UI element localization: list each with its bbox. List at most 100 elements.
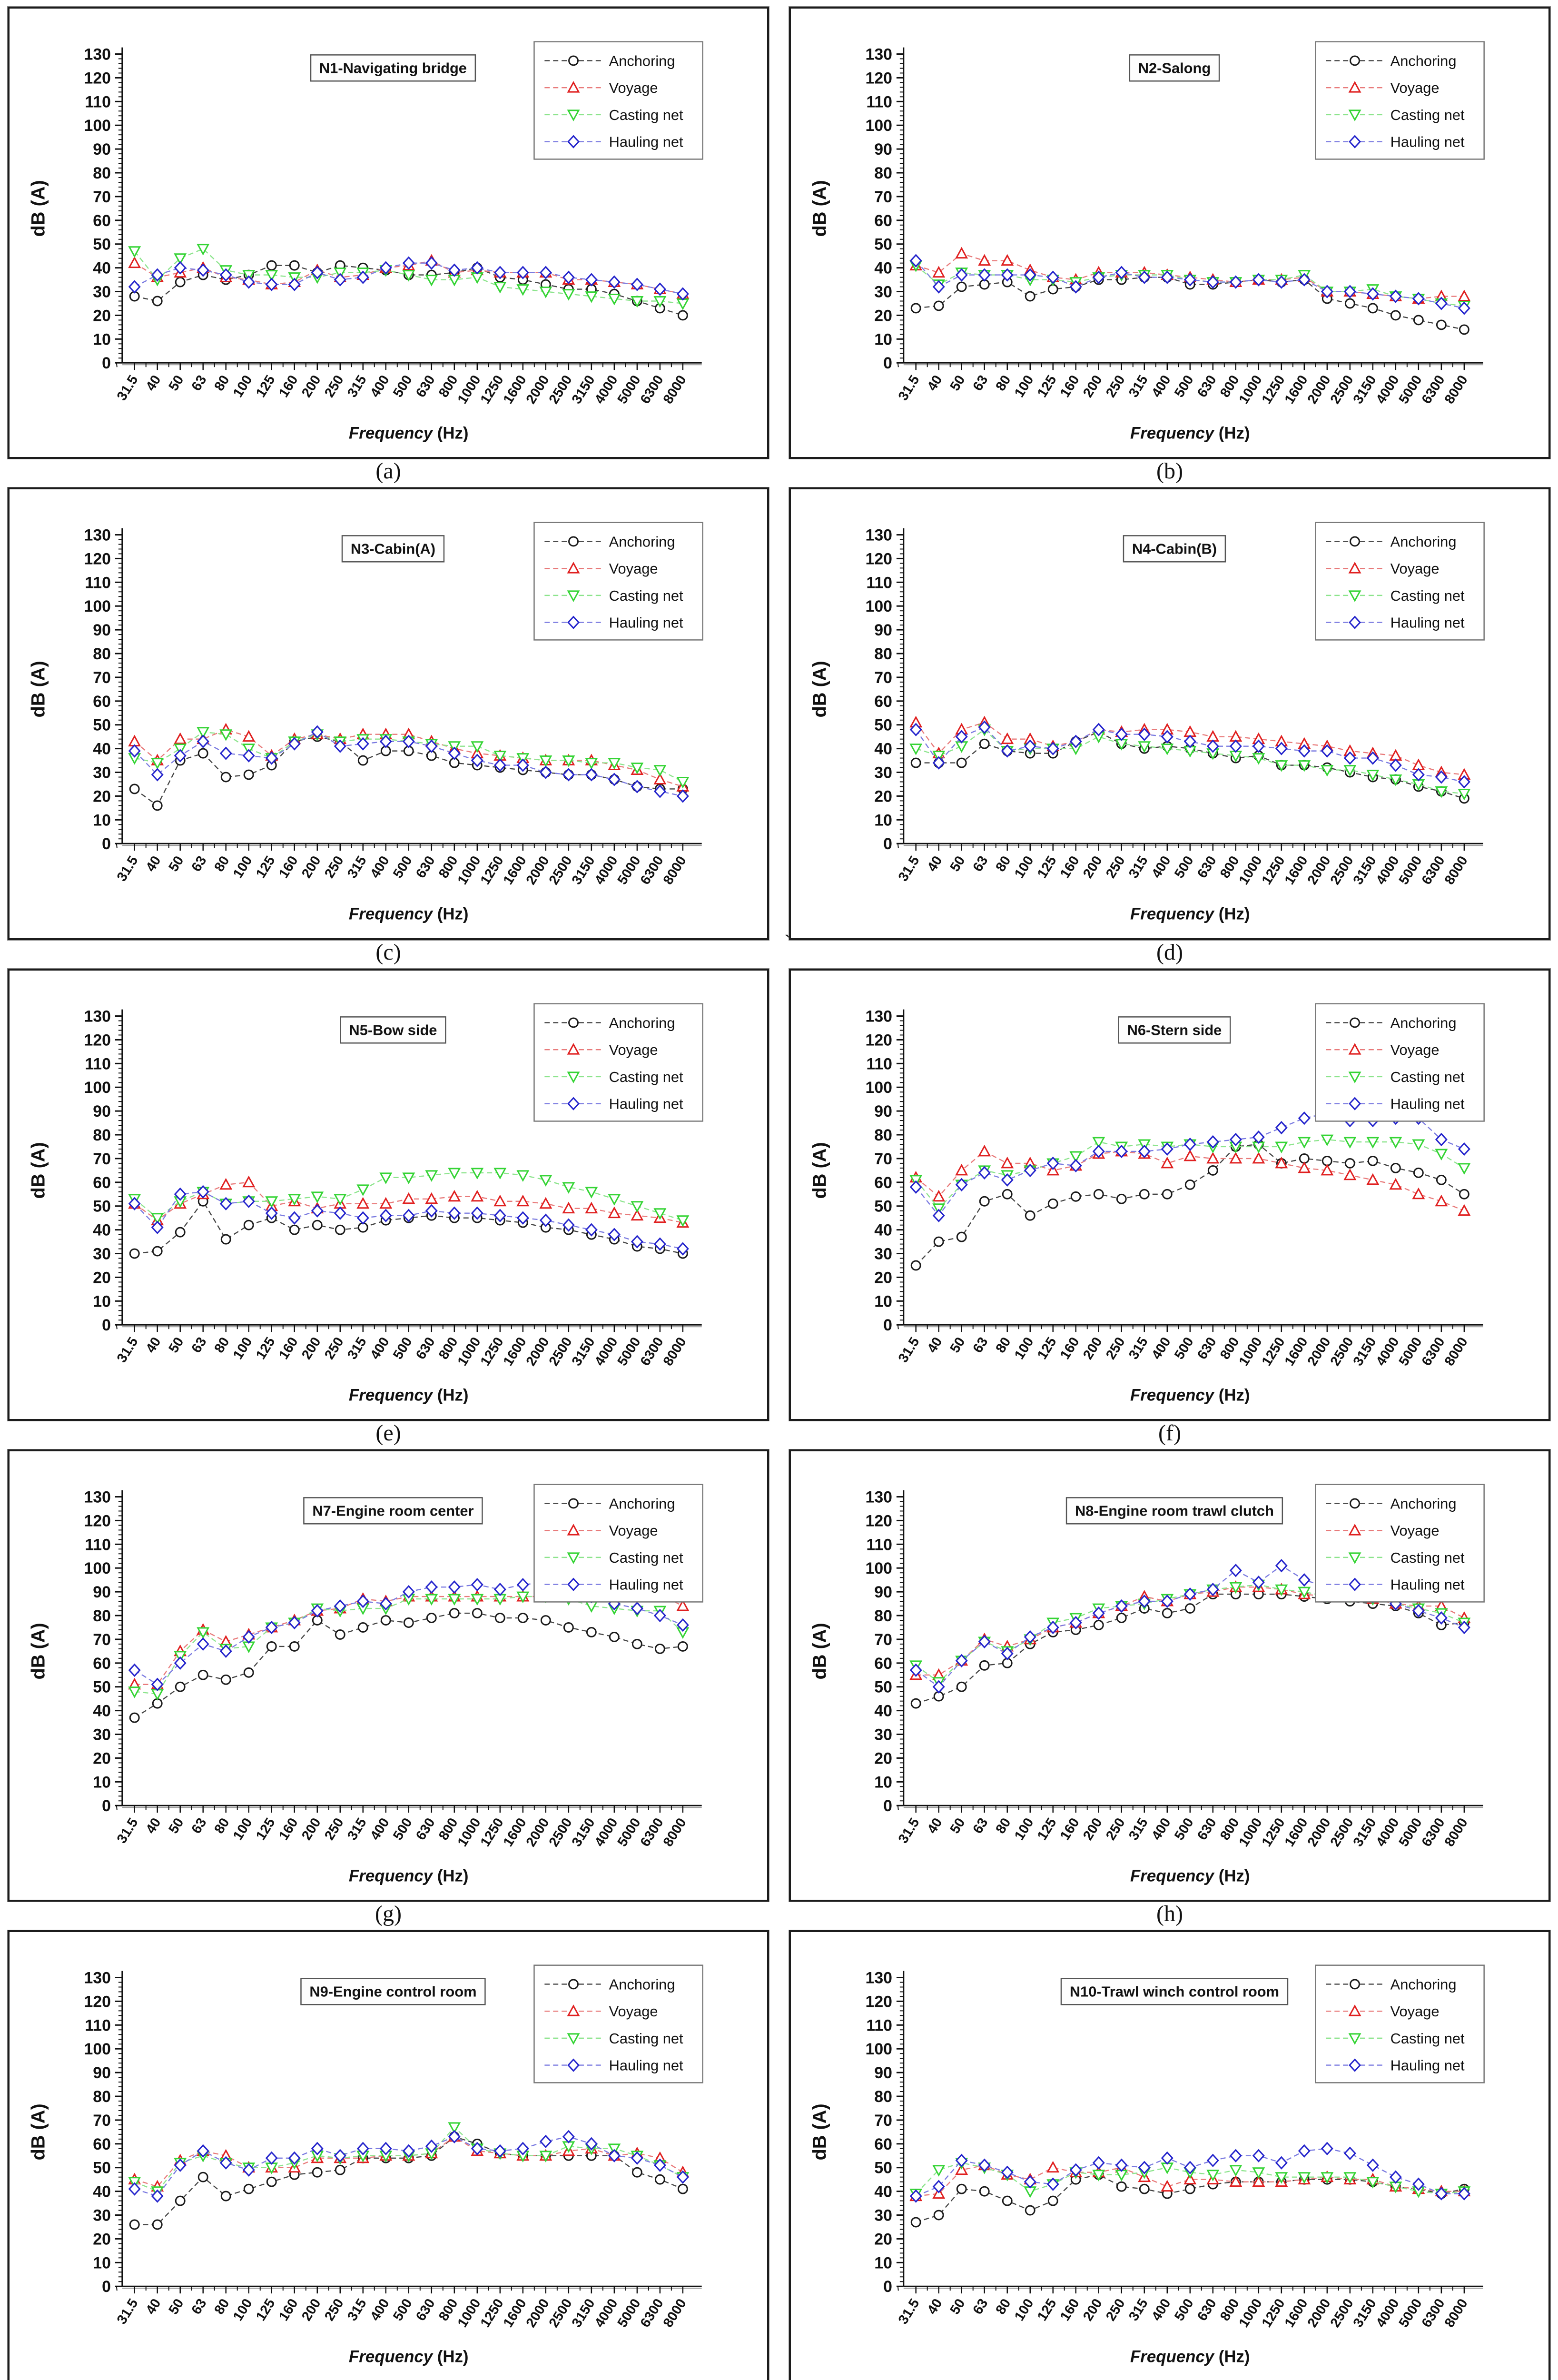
legend-label: Casting net bbox=[1390, 107, 1465, 123]
x-tick-label: 8000 bbox=[661, 853, 690, 887]
triangle-up-icon bbox=[567, 1042, 580, 1055]
diamond-icon bbox=[539, 765, 552, 779]
triangle-up-icon bbox=[402, 1192, 415, 1204]
y-tick-label: 50 bbox=[874, 1197, 892, 1215]
diamond-icon bbox=[1389, 289, 1402, 303]
y-tick-label: 60 bbox=[874, 2135, 892, 2153]
circle-icon bbox=[1436, 319, 1447, 330]
x-tick-label: 160 bbox=[276, 1815, 301, 1843]
triangle-down-icon bbox=[448, 1167, 461, 1180]
y-tick-label: 90 bbox=[93, 140, 111, 159]
x-tick-label: 1600 bbox=[1282, 1334, 1311, 1368]
legend-label: Casting net bbox=[609, 107, 683, 123]
legend-item: Voyage bbox=[1326, 560, 1440, 577]
diamond-icon bbox=[1206, 739, 1219, 754]
x-tick-label: 3150 bbox=[1351, 1815, 1380, 1849]
legend-item: Hauling net bbox=[544, 1576, 683, 1593]
x-tick-label: 200 bbox=[299, 1334, 324, 1362]
diamond-icon bbox=[516, 266, 529, 279]
diamond-icon bbox=[676, 1241, 689, 1256]
x-tick-label: 31.5 bbox=[896, 1334, 923, 1365]
diamond-icon bbox=[1069, 280, 1082, 294]
legend-item: Hauling net bbox=[544, 2057, 683, 2074]
diamond-icon bbox=[955, 1178, 968, 1191]
y-tick-label: 110 bbox=[866, 1536, 892, 1554]
circle-icon bbox=[1459, 324, 1469, 335]
triangle-down-icon bbox=[151, 758, 164, 770]
x-tick-label: 1600 bbox=[1282, 853, 1311, 887]
legend-label: Voyage bbox=[1390, 560, 1440, 577]
diamond-icon bbox=[978, 1166, 991, 1180]
triangle-down-icon bbox=[151, 1212, 164, 1225]
diamond-icon bbox=[128, 744, 141, 758]
x-tick-label: 125 bbox=[1035, 373, 1060, 400]
x-tick-label: 2000 bbox=[523, 373, 552, 407]
triangle-down-icon bbox=[425, 1170, 438, 1182]
diamond-icon bbox=[932, 756, 945, 770]
x-axis-title: Frequency (Hz) bbox=[349, 1386, 468, 1404]
diamond-icon bbox=[1206, 1135, 1219, 1149]
x-tick-label: 6300 bbox=[638, 2296, 667, 2330]
legend-item: Voyage bbox=[1326, 1522, 1440, 1539]
circle-icon bbox=[152, 1246, 163, 1256]
diamond-icon bbox=[653, 282, 666, 296]
diamond-icon bbox=[334, 1206, 346, 1220]
diamond-icon bbox=[1046, 2177, 1059, 2191]
triangle-down-icon bbox=[1298, 1137, 1311, 1149]
diamond-icon bbox=[1458, 1620, 1470, 1634]
triangle-down-icon bbox=[1348, 2033, 1361, 2045]
x-tick-label: 63 bbox=[188, 2296, 209, 2317]
legend-item: Hauling net bbox=[544, 134, 683, 150]
circle-icon bbox=[568, 536, 579, 547]
y-tick-label: 40 bbox=[874, 1702, 892, 1720]
y-tick-label: 80 bbox=[874, 645, 892, 663]
y-tick-label: 100 bbox=[866, 597, 892, 615]
legend-item: Voyage bbox=[544, 2003, 658, 2020]
circle-icon bbox=[243, 1220, 254, 1230]
circle-icon bbox=[631, 2167, 642, 2178]
diamond-icon bbox=[265, 1206, 278, 1220]
x-tick-label: 6300 bbox=[638, 373, 667, 407]
triangle-down-icon bbox=[448, 2122, 461, 2134]
x-tick-label: 6300 bbox=[638, 853, 667, 887]
x-tick-label: 2000 bbox=[1305, 2296, 1334, 2330]
y-tick-label: 110 bbox=[866, 574, 892, 592]
diamond-icon bbox=[379, 734, 392, 749]
y-axis-title: dB (A) bbox=[28, 1142, 49, 1199]
x-tick-label: 630 bbox=[413, 1334, 438, 1362]
y-tick-label: 60 bbox=[874, 693, 892, 711]
y-tick-label: 90 bbox=[93, 621, 111, 639]
y-tick-label: 10 bbox=[874, 330, 892, 348]
triangle-down-icon bbox=[1366, 770, 1380, 782]
y-tick-label: 70 bbox=[874, 2112, 892, 2130]
legend-label: Voyage bbox=[1390, 1522, 1440, 1539]
y-tick-label: 10 bbox=[93, 812, 111, 830]
x-tick-label: 160 bbox=[1057, 853, 1083, 881]
x-tick-label: 2000 bbox=[523, 1334, 552, 1368]
triangle-up-icon bbox=[471, 1190, 484, 1201]
circle-icon bbox=[266, 260, 277, 271]
diamond-icon bbox=[151, 1677, 164, 1691]
series-casting-net bbox=[128, 2122, 690, 2198]
x-tick-label: 6300 bbox=[1419, 1334, 1448, 1368]
diamond-icon bbox=[1183, 734, 1196, 749]
y-tick-label: 110 bbox=[866, 1055, 892, 1073]
circle-icon bbox=[1002, 1189, 1013, 1200]
diamond-icon bbox=[1298, 273, 1311, 287]
diamond-icon bbox=[174, 1187, 187, 1201]
legend-box bbox=[533, 1002, 703, 1122]
y-tick-label: 50 bbox=[874, 2159, 892, 2177]
diamond-icon bbox=[1366, 751, 1379, 765]
x-tick-label: 250 bbox=[1103, 2296, 1128, 2324]
y-tick-label: 10 bbox=[93, 1292, 111, 1310]
diamond-icon bbox=[539, 1213, 552, 1227]
stray-mark: ` bbox=[784, 932, 791, 953]
legend-item: Anchoring bbox=[1326, 52, 1456, 69]
x-tick-label: 5000 bbox=[1396, 853, 1425, 887]
y-tick-label: 60 bbox=[93, 1173, 111, 1191]
legend-label: Voyage bbox=[1390, 1041, 1440, 1058]
chart-title: N6-Stern side bbox=[1127, 1021, 1222, 1038]
legend-item: Hauling net bbox=[1326, 2057, 1465, 2074]
